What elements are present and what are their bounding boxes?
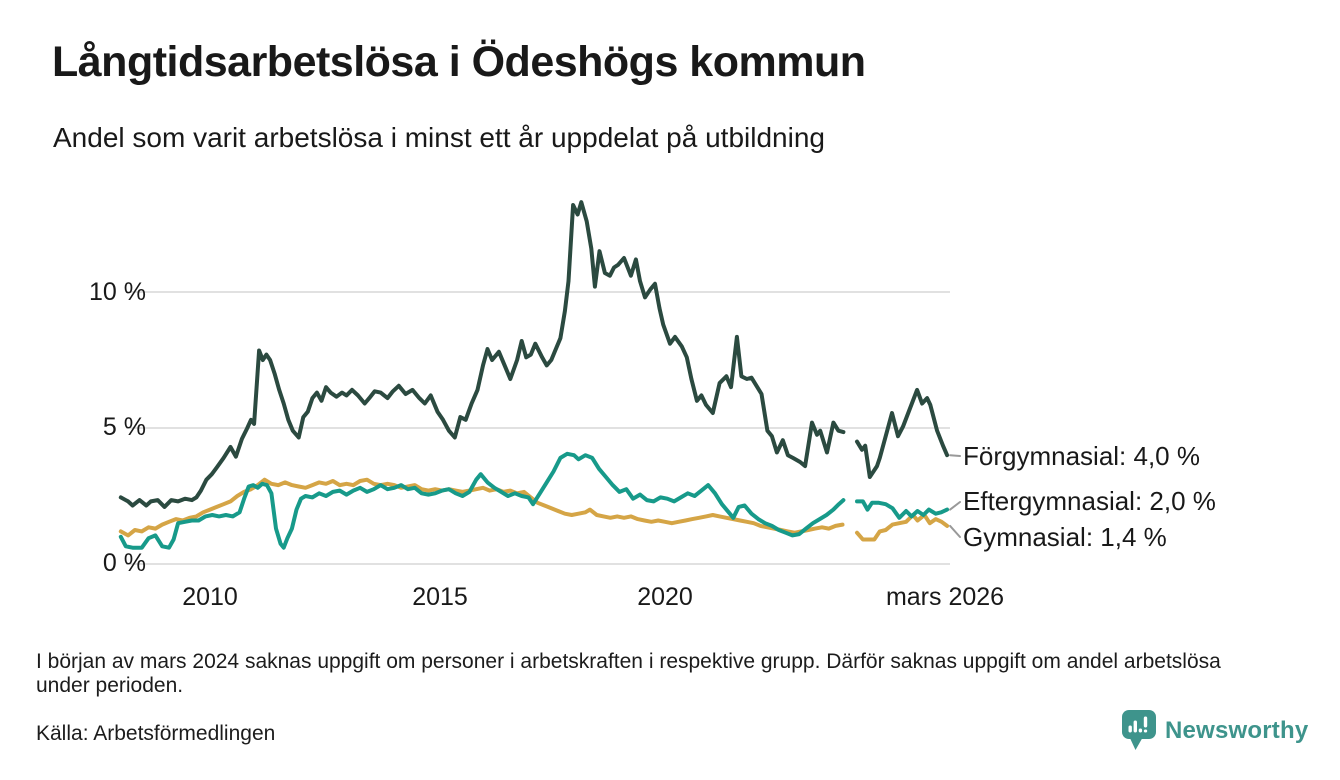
x-axis-tick-2015: 2015 — [412, 583, 468, 611]
page-title: Långtidsarbetslösa i Ödeshögs kommun — [52, 38, 866, 86]
line-eftergymnasial-seg0 — [118, 451, 846, 550]
x-axis-tick-mars-2026: mars 2026 — [885, 583, 1005, 611]
source-credit: Källa: Arbetsförmedlingen — [36, 722, 276, 745]
series-end-label-gymnasial: Gymnasial: 1,4 % — [963, 522, 1167, 552]
y-axis-tick-0: 0 % — [102, 549, 146, 577]
newsworthy-logo[interactable]: Newsworthy — [1121, 709, 1308, 752]
connector-förgymnasial — [949, 454, 961, 457]
line-eftergymnasial-seg1 — [855, 499, 950, 520]
line-förgymnasial-seg0 — [118, 200, 846, 509]
footnote: I början av mars 2024 saknas uppgift om … — [36, 650, 1221, 697]
x-axis-tick-2020: 2020 — [637, 583, 693, 611]
series-lines — [118, 200, 950, 550]
series-end-label-forgymnasial: Förgymnasial: 4,0 % — [963, 441, 1200, 471]
connector-eftergymnasial — [949, 501, 961, 511]
newsworthy-icon — [1122, 710, 1156, 750]
series-end-label-eftergymnasial: Eftergymnasial: 2,0 % — [963, 486, 1216, 516]
line-förgymnasial-seg1 — [855, 387, 950, 479]
gridlines — [126, 291, 950, 565]
line-gymnasial-seg0 — [118, 477, 845, 538]
y-axis-tick-10: 10 % — [89, 278, 146, 306]
connector-gymnasial — [949, 524, 961, 538]
line-gymnasial-seg1 — [855, 513, 950, 542]
newsworthy-wordmark: Newsworthy — [1165, 716, 1309, 744]
x-axis-tick-2010: 2010 — [182, 583, 238, 611]
chart-subtitle: Andel som varit arbetslösa i minst ett å… — [53, 122, 825, 153]
y-axis-tick-5: 5 % — [102, 413, 146, 441]
label-connectors — [949, 454, 961, 538]
